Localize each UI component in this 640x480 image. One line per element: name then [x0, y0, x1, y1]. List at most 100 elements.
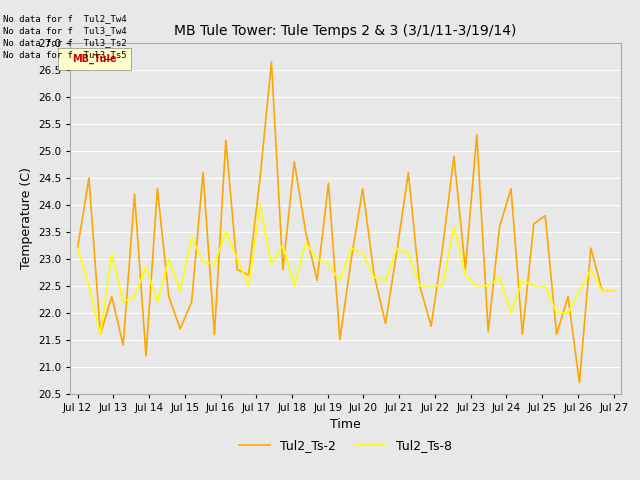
Tul2_Ts-8 [199, 259, 207, 264]
Tul2_Ts-8 [245, 283, 253, 288]
Tul2_Ts-2 [324, 180, 332, 186]
Tul2_Ts-8 [553, 310, 561, 316]
Tul2_Ts-2 [222, 137, 230, 143]
Legend: Tul2_Ts-2, Tul2_Ts-8: Tul2_Ts-2, Tul2_Ts-8 [234, 434, 457, 457]
Tul2_Ts-8 [142, 264, 150, 270]
Tul2_Ts-8 [336, 277, 344, 283]
Tul2_Ts-8 [587, 267, 595, 273]
Text: MB_Tule: MB_Tule [72, 54, 116, 64]
Tul2_Ts-8 [484, 283, 492, 288]
X-axis label: Time: Time [330, 418, 361, 431]
Tul2_Ts-2 [575, 380, 583, 386]
Tul2_Ts-8 [119, 299, 127, 305]
Tul2_Ts-2 [245, 272, 253, 278]
Tul2_Ts-2 [291, 159, 298, 165]
Tul2_Ts-2 [313, 277, 321, 283]
Tul2_Ts-2 [336, 337, 344, 343]
Tul2_Ts-8 [222, 229, 230, 235]
Tul2_Ts-2 [518, 331, 526, 337]
Tul2_Ts-8 [348, 245, 355, 251]
Tul2_Ts-2 [461, 267, 469, 273]
Tul2_Ts-8 [177, 288, 184, 294]
Tul2_Ts-2 [268, 59, 275, 65]
Tul2_Ts-2 [428, 324, 435, 329]
Tul2_Ts-2 [553, 331, 561, 337]
Tul2_Ts-8 [188, 234, 195, 240]
Line: Tul2_Ts-8: Tul2_Ts-8 [77, 205, 614, 334]
Tul2_Ts-8 [359, 251, 367, 256]
Tul2_Ts-2 [119, 342, 127, 348]
Tul2_Ts-8 [211, 261, 218, 267]
Tul2_Ts-2 [177, 326, 184, 332]
Tul2_Ts-2 [541, 213, 549, 218]
Tul2_Ts-2 [416, 283, 424, 288]
Tul2_Ts-2 [484, 329, 492, 335]
Tul2_Ts-8 [279, 242, 287, 248]
Tul2_Ts-8 [438, 283, 446, 288]
Tul2_Ts-2 [85, 175, 93, 181]
Tul2_Ts-8 [393, 245, 401, 251]
Tul2_Ts-8 [74, 245, 81, 251]
Tul2_Ts-2 [598, 288, 606, 294]
Tul2_Ts-2 [404, 170, 412, 176]
Tul2_Ts-2 [610, 288, 618, 294]
Text: No data for f  Tul2_Tw4
No data for f  Tul3_Tw4
No data for f  Tul3_Ts2
No data : No data for f Tul2_Tw4 No data for f Tul… [3, 14, 127, 59]
Tul2_Ts-8 [575, 288, 583, 294]
Tul2_Ts-8 [564, 310, 572, 316]
Tul2_Ts-8 [131, 294, 138, 300]
Tul2_Ts-2 [165, 294, 173, 300]
Tul2_Ts-8 [507, 310, 515, 316]
Tul2_Ts-2 [393, 248, 401, 253]
Tul2_Ts-2 [587, 245, 595, 251]
Tul2_Ts-2 [97, 331, 104, 337]
Tul2_Ts-2 [438, 245, 446, 251]
Tul2_Ts-8 [473, 283, 481, 288]
Tul2_Ts-8 [530, 283, 538, 288]
Tul2_Ts-8 [404, 251, 412, 256]
Tul2_Ts-2 [371, 272, 378, 278]
Tul2_Ts-2 [188, 299, 195, 305]
Tul2_Ts-2 [348, 256, 355, 262]
Tul2_Ts-8 [518, 277, 526, 283]
Tul2_Ts-8 [381, 277, 389, 283]
Tul2_Ts-2 [108, 294, 116, 300]
Tul2_Ts-8 [428, 283, 435, 288]
Title: MB Tule Tower: Tule Temps 2 & 3 (3/1/11-3/19/14): MB Tule Tower: Tule Temps 2 & 3 (3/1/11-… [175, 24, 516, 38]
Tul2_Ts-2 [507, 186, 515, 192]
Tul2_Ts-8 [541, 283, 549, 288]
Tul2_Ts-8 [291, 283, 298, 288]
Tul2_Ts-8 [416, 283, 424, 288]
Tul2_Ts-2 [211, 331, 218, 337]
Tul2_Ts-8 [85, 283, 93, 288]
Tul2_Ts-2 [256, 175, 264, 181]
Tul2_Ts-2 [199, 170, 207, 176]
Y-axis label: Temperature (C): Temperature (C) [20, 168, 33, 269]
Tul2_Ts-2 [530, 221, 538, 227]
Tul2_Ts-2 [450, 154, 458, 159]
Tul2_Ts-8 [256, 202, 264, 208]
Line: Tul2_Ts-2: Tul2_Ts-2 [77, 62, 614, 383]
Tul2_Ts-8 [324, 261, 332, 267]
Tul2_Ts-8 [154, 299, 161, 305]
Tul2_Ts-2 [359, 186, 367, 192]
Tul2_Ts-8 [97, 331, 104, 337]
Tul2_Ts-2 [154, 186, 161, 192]
Tul2_Ts-2 [496, 224, 504, 229]
Tul2_Ts-8 [496, 275, 504, 281]
Tul2_Ts-2 [473, 132, 481, 138]
Tul2_Ts-8 [165, 256, 173, 262]
Tul2_Ts-2 [302, 229, 310, 235]
Tul2_Ts-2 [279, 267, 287, 273]
Tul2_Ts-8 [313, 256, 321, 262]
Tul2_Ts-2 [381, 321, 389, 326]
Tul2_Ts-8 [302, 240, 310, 246]
Tul2_Ts-2 [74, 245, 81, 251]
Tul2_Ts-8 [598, 288, 606, 294]
Tul2_Ts-8 [234, 256, 241, 262]
Tul2_Ts-8 [450, 224, 458, 229]
Tul2_Ts-2 [131, 191, 138, 197]
Tul2_Ts-8 [371, 275, 378, 281]
Tul2_Ts-8 [610, 288, 618, 294]
Tul2_Ts-8 [461, 272, 469, 278]
Tul2_Ts-2 [142, 353, 150, 359]
